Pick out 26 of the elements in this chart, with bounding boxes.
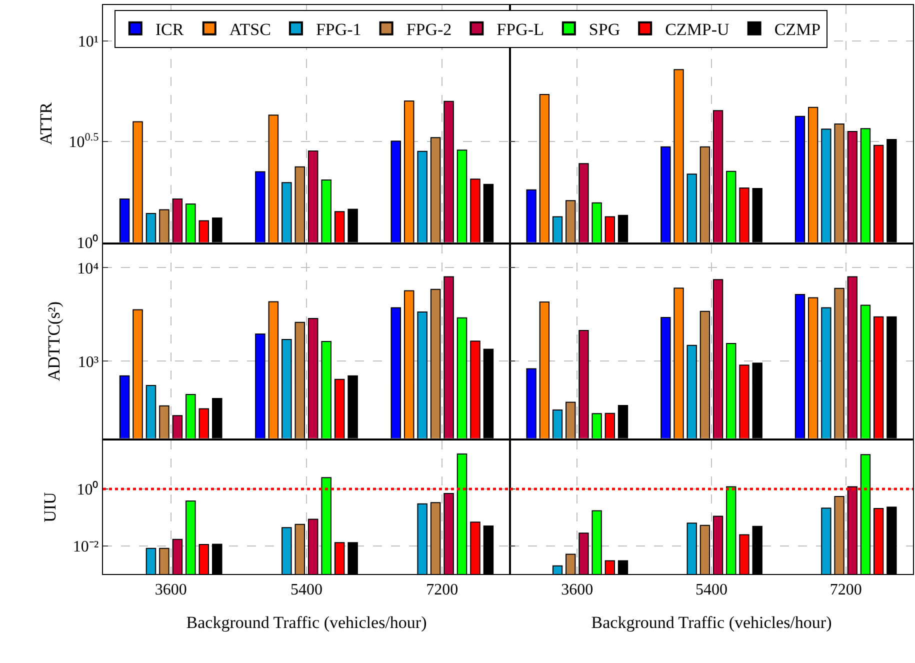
y-axis-title: ATTR <box>36 102 56 145</box>
y-tick-label: 10³ <box>78 354 99 371</box>
legend-label: CZMP-U <box>665 20 730 39</box>
legend-label: ICR <box>155 20 184 39</box>
y-tick-label: 10⁰ <box>76 234 99 252</box>
legend-label: ATSC <box>229 20 271 39</box>
y-tick-label: 10¹ <box>78 34 99 51</box>
x-axis-title: Background Traffic (vehicles/hour) <box>591 612 832 632</box>
y-tick-label: 10⁴ <box>77 260 100 278</box>
legend-label: FPG-1 <box>316 20 362 39</box>
x-tick-label: 5400 <box>290 582 322 599</box>
y-tick-label: 10⁻² <box>72 538 99 556</box>
y-tick-label: 10⁰ <box>76 480 99 499</box>
y-axis-title: ADTTC(s²) <box>44 301 64 382</box>
x-tick-label: 7200 <box>426 582 458 599</box>
x-tick-label: 5400 <box>696 582 728 599</box>
legend-label: FPG-L <box>496 20 544 39</box>
legend-label: CZMP <box>774 20 821 39</box>
legend-label: SPG <box>588 20 620 39</box>
legend-label: FPG-2 <box>406 20 452 39</box>
y-tick-label: 10$^{0.5}$ <box>68 132 100 152</box>
x-tick-label: 3600 <box>561 582 594 599</box>
x-axis-title: Background Traffic (vehicles/hour) <box>186 612 427 632</box>
x-tick-label: 7200 <box>830 582 862 599</box>
y-axis-title: UIU <box>40 492 60 522</box>
x-tick-label: 3600 <box>154 582 187 599</box>
